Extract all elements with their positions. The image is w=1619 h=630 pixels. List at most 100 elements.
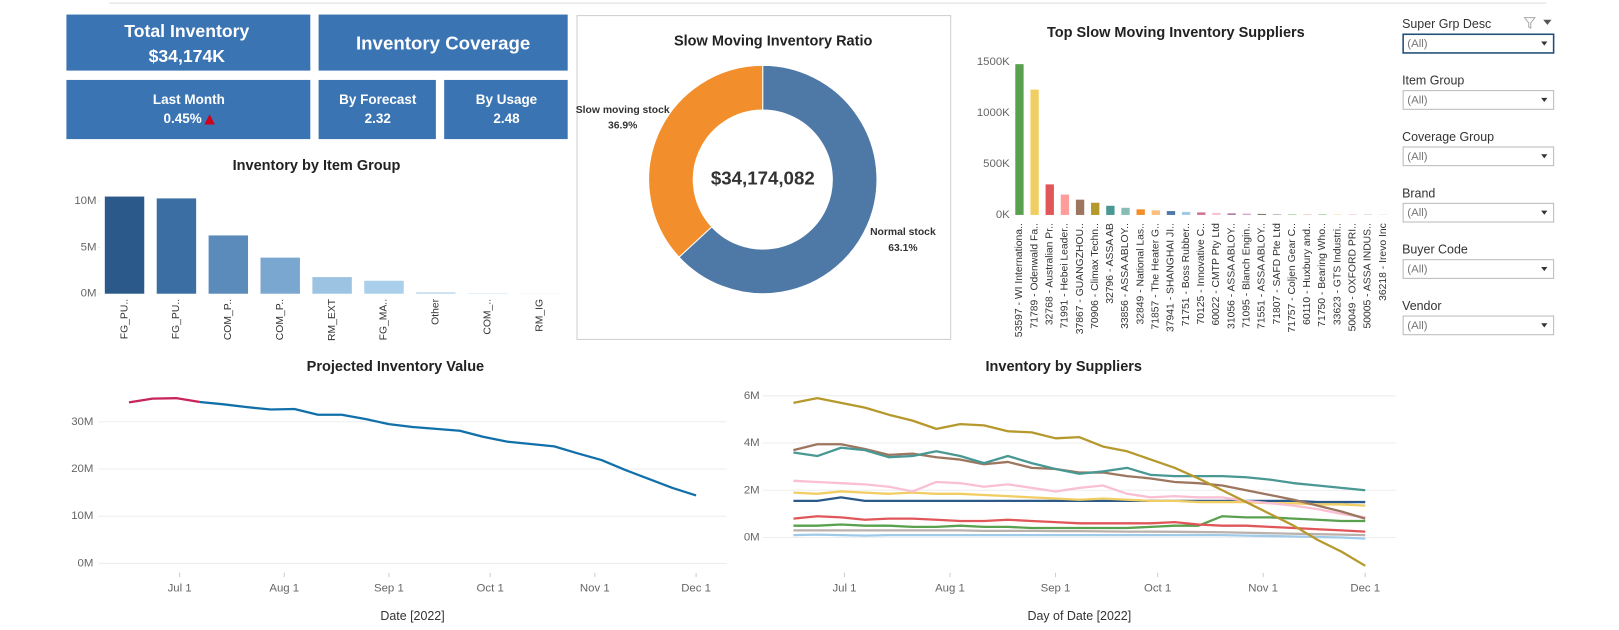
x-tick-label: 36218 - Irevo Inc	[1378, 223, 1389, 301]
kpi-tile	[318, 14, 568, 71]
x-tick-label: Oct 1	[1144, 582, 1171, 594]
bar	[1060, 194, 1070, 215]
x-tick-label: 71750 - Bearing Who..	[1317, 223, 1328, 327]
dropdown-arrow[interactable]	[1541, 266, 1548, 272]
x-tick-label: 71857 - The Heater G..	[1151, 223, 1162, 329]
x-tick-label: 50049 - OXFORD PRI..	[1348, 223, 1359, 331]
bar	[260, 257, 300, 294]
y-tick-label: 20M	[71, 463, 93, 475]
x-tick-label: 32796 - ASSA AB	[1105, 223, 1116, 304]
bar	[1136, 209, 1145, 215]
donut-slice	[648, 64, 764, 258]
x-tick-label: COM_P..	[275, 299, 286, 340]
kpi-tile	[66, 79, 311, 140]
filters: Super Grp Desc (All) Item Group (All) Covera…	[1402, 17, 1555, 336]
x-tick-label: 71991 - Hebei Leader..	[1060, 223, 1071, 328]
category-labels: FG_PU.. FG_PU.. COM_P.. COM_P.. RM_EXT FG_MA.…	[119, 298, 545, 341]
kpi-label: By Usage	[476, 92, 538, 107]
x-tick-label: COM_..	[483, 299, 494, 335]
y-tick-label: 10M	[71, 510, 93, 522]
filter-dropdown[interactable]	[1402, 315, 1555, 336]
x-tick-label: 33856 - ASSA ABLOY..	[1120, 223, 1131, 329]
x-tick-label: 31056 - ASSA ABLOY..	[1226, 223, 1237, 329]
filter-dropdown[interactable]	[1402, 33, 1555, 54]
filter-dropdown[interactable]	[1402, 259, 1555, 279]
donut-slice	[678, 64, 878, 295]
filter-label: Vendor	[1402, 299, 1441, 313]
x-tick-label: 50005 - ASSA INDUS..	[1363, 223, 1374, 328]
filter-value: (All)	[1407, 207, 1427, 219]
bar	[104, 196, 145, 294]
dropdown-arrow[interactable]	[1541, 154, 1548, 159]
x-tick-label: Jul 1	[832, 582, 856, 594]
chart-title: Projected Inventory Value	[307, 359, 484, 375]
dropdown-arrow[interactable]	[1541, 323, 1548, 328]
bar	[312, 277, 352, 294]
line	[199, 400, 697, 497]
x-tick-label: FG_MA..	[379, 299, 390, 340]
filter-dropdown[interactable]	[1402, 146, 1555, 167]
x-tick-label: Nov 1	[580, 582, 610, 594]
bar	[1075, 199, 1085, 215]
filter-dropdown[interactable]	[1402, 90, 1555, 110]
filter-dropdown[interactable]	[1402, 202, 1555, 223]
filter-label: Brand	[1402, 186, 1435, 200]
bar	[1288, 214, 1297, 215]
menu-arrow[interactable]	[1543, 19, 1552, 25]
filter-value: (All)	[1407, 151, 1427, 163]
x-tick-label: 70906 - Climax Techn..	[1090, 223, 1101, 329]
dropdown-arrow[interactable]	[1541, 97, 1548, 103]
x-tick-label: FG_PU..	[171, 299, 182, 339]
kpi-value: 2.48	[493, 111, 520, 126]
x-tick-label: 37941 - SHANGHAI JI..	[1166, 223, 1177, 332]
dropdown-arrow[interactable]	[1541, 210, 1548, 215]
x-tick-label: Nov 1	[1248, 582, 1278, 594]
bar	[1227, 213, 1236, 215]
dropdown-arrow[interactable]	[1541, 41, 1548, 46]
bar	[416, 292, 456, 294]
x-tick-label: 60022 - CMTP Pty Ltd	[1211, 223, 1222, 326]
x-tick-label: Sep 1	[374, 582, 404, 594]
bar	[1212, 212, 1221, 215]
line	[128, 397, 201, 404]
filter-label: Buyer Code	[1402, 243, 1468, 257]
x-axis-title: Day of Date [2022]	[1027, 609, 1131, 623]
bar	[364, 280, 404, 294]
line	[793, 515, 1366, 533]
line	[793, 529, 1366, 537]
bar	[1121, 207, 1130, 215]
chart-title: Inventory by Suppliers	[986, 359, 1142, 375]
x-tick-label: 71807 - SAFD Pte Ltd	[1272, 223, 1283, 325]
filter-value: (All)	[1407, 320, 1427, 332]
bar	[1151, 210, 1160, 215]
x-tick-label: 53597 - WI Internationa..	[1014, 223, 1025, 337]
x-tick-label: Aug 1	[269, 582, 299, 594]
x-tick-label: 71551 - ASSA ABLOY..	[1257, 223, 1268, 329]
x-tick-label: 60110 - Huxbury and..	[1302, 223, 1313, 325]
kpi-label: Inventory Coverage	[356, 33, 530, 54]
chart-title: Top Slow Moving Inventory Suppliers	[1047, 25, 1305, 41]
x-tick-label: RM_IG	[534, 299, 545, 332]
y-tick-label: 6M	[744, 390, 760, 402]
bar	[1242, 213, 1251, 215]
y-tick-label: 2M	[744, 484, 760, 496]
kpi-tile	[66, 14, 311, 71]
y-tick-label: 30M	[71, 416, 93, 428]
donut-center: $34,174,082	[711, 168, 815, 189]
line	[793, 397, 1366, 567]
y-tick-label: 0M	[81, 288, 97, 300]
x-tick-label: 37867 - GUANGZHOU..	[1075, 223, 1086, 334]
y-tick-label: 1000K	[977, 107, 1010, 119]
panel-border	[576, 15, 952, 340]
bar	[1197, 212, 1206, 215]
kpi-label: Total Inventory	[124, 21, 249, 41]
x-tick-label: 71095 - Blanch Engin..	[1241, 223, 1252, 328]
x-tick-label: Dec 1	[681, 582, 711, 594]
bar	[1045, 184, 1054, 215]
chart-title: Inventory by Item Group	[233, 158, 401, 174]
x-tick-label: Oct 1	[477, 582, 504, 594]
x-tick-label: FG_PU..	[119, 299, 130, 339]
filter-icon[interactable]	[1523, 17, 1537, 29]
filter-value: (All)	[1407, 38, 1427, 50]
